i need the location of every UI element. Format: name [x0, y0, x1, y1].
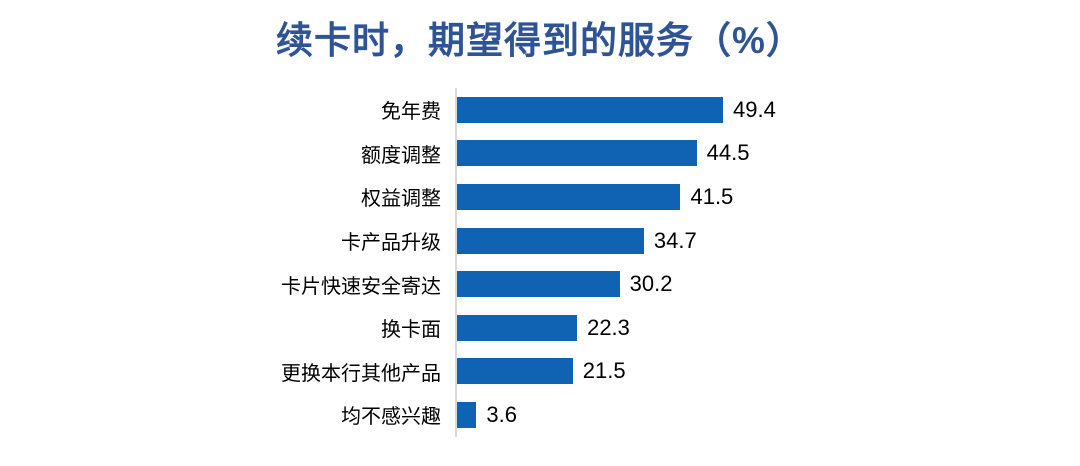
- category-label: 权益调整: [361, 188, 441, 211]
- value-label: 34.7: [653, 227, 697, 253]
- value-label: 41.5: [690, 183, 734, 209]
- bar-row: 卡片快速安全寄达 30.2: [0, 262, 1080, 306]
- bar: [457, 140, 697, 167]
- chart-title: 续卡时，期望得到的服务（%）: [276, 20, 804, 61]
- value-label: 22.3: [587, 314, 630, 340]
- category-label: 卡产品升级: [341, 232, 441, 255]
- bar: [457, 314, 578, 341]
- bar-track: 41.5: [457, 175, 1080, 219]
- bar-track: 22.3: [457, 306, 1080, 350]
- bar-row: 更换本行其他产品 21.5: [0, 350, 1080, 394]
- value-label: 3.6: [486, 401, 517, 427]
- bar-track: 3.6: [457, 393, 1080, 437]
- value-label: 21.5: [582, 358, 626, 384]
- bar-row: 卡产品升级 34.7: [0, 219, 1080, 263]
- bar: [457, 358, 573, 385]
- bar-track: 49.4: [457, 88, 1080, 132]
- value-label: 44.5: [706, 140, 750, 166]
- bar: [457, 227, 644, 254]
- bar: [457, 271, 620, 298]
- bar-rows: 免年费 49.4 额度调整 44.5 权益调整 41.5 卡产品升级 34.7 卡片快速安全寄达…: [0, 88, 1080, 437]
- bar-row: 免年费 49.4: [0, 88, 1080, 132]
- category-label: 额度调整: [361, 144, 441, 167]
- bar: [457, 401, 477, 428]
- bar: [457, 96, 724, 123]
- bar-track: 30.2: [457, 262, 1080, 306]
- bar-row: 权益调整 41.5: [0, 175, 1080, 219]
- category-label: 更换本行其他产品: [281, 362, 441, 385]
- value-label: 30.2: [629, 271, 673, 297]
- bar-row: 额度调整 44.5: [0, 132, 1080, 176]
- category-label: 卡片快速安全寄达: [281, 275, 441, 298]
- category-label: 免年费: [381, 101, 441, 124]
- bar-track: 44.5: [457, 132, 1080, 176]
- y-axis-line: [455, 88, 457, 437]
- category-label: 换卡面: [381, 319, 441, 342]
- bar: [457, 183, 681, 210]
- value-label: 49.4: [733, 96, 776, 122]
- bar-track: 34.7: [457, 219, 1080, 263]
- category-label: 均不感兴趣: [341, 406, 441, 429]
- bar-row: 均不感兴趣 3.6: [0, 393, 1080, 437]
- bar-track: 21.5: [457, 350, 1080, 394]
- bar-row: 换卡面 22.3: [0, 306, 1080, 350]
